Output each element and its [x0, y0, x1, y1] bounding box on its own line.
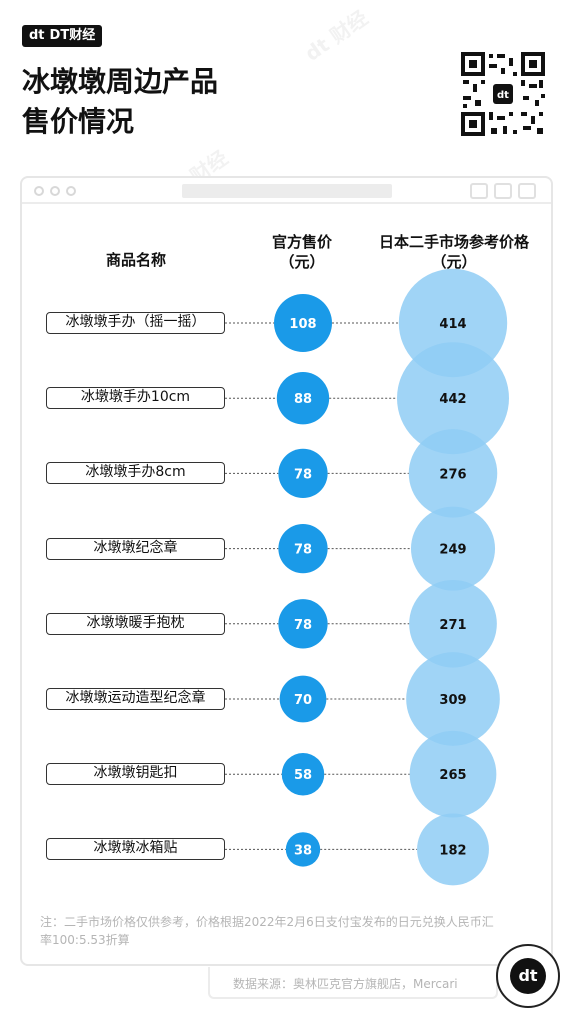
badge-mark: dt	[510, 958, 546, 994]
official-price-bubble	[278, 448, 328, 499]
official-price-series: 108 88 78 78 78 70 58 38	[274, 294, 332, 867]
brand-name: DT财经	[49, 28, 96, 43]
product-name-label: 冰墩墩钥匙扣	[46, 763, 225, 786]
official-price-bubble	[285, 832, 321, 867]
official-price-bubble	[278, 599, 328, 649]
header-official: 官方售价 （元）	[252, 232, 352, 272]
japan-price-bubble	[409, 579, 497, 668]
official-price-label: 78	[294, 543, 312, 558]
connector-lines	[225, 322, 418, 850]
japan-price-bubble	[409, 730, 497, 818]
japan-price-label: 414	[439, 317, 466, 332]
japan-price-bubble	[410, 506, 496, 591]
official-price-bubble	[281, 752, 325, 796]
header-japan-line-2: （元）	[431, 253, 477, 271]
product-name-label: 冰墩墩手办（摇一摇）	[46, 312, 225, 334]
japan-price-label: 265	[439, 768, 466, 783]
official-price-bubble	[276, 372, 330, 425]
official-price-bubble	[274, 294, 332, 352]
title-line-2: 售价情况	[22, 105, 135, 138]
product-name-label: 冰墩墩运动造型纪念章	[46, 688, 225, 710]
window-dot-icon	[50, 186, 60, 196]
svg-text:dt: dt	[497, 90, 509, 101]
address-bar	[182, 184, 392, 198]
official-price-label: 38	[294, 843, 312, 858]
japan-price-label: 442	[439, 392, 466, 407]
official-price-label: 78	[294, 467, 312, 482]
page-title: 冰墩墩周边产品 售价情况	[22, 62, 218, 142]
window-control-icon	[518, 183, 536, 199]
brand-logo: dt DT财经	[22, 25, 103, 47]
japan-price-label: 276	[439, 467, 466, 482]
japan-price-bubble	[397, 342, 509, 455]
product-name-label: 冰墩墩冰箱贴	[46, 838, 225, 861]
window-dot-icon	[34, 186, 44, 196]
qr-code-icon: dt	[459, 50, 547, 138]
data-source: 数据来源：奥林匹克官方旗舰店，Mercari	[233, 977, 458, 991]
header-japan-line-1: 日本二手市场参考价格	[378, 233, 529, 251]
window-control-icon	[494, 183, 512, 199]
window-bar	[22, 178, 551, 204]
header-name: 商品名称	[105, 251, 166, 269]
japan-price-label: 249	[439, 543, 466, 558]
japan-price-label: 271	[439, 618, 466, 633]
brand-mark: dt	[29, 28, 45, 43]
japan-price-bubble	[406, 652, 500, 746]
official-price-label: 58	[294, 768, 312, 783]
title-line-1: 冰墩墩周边产品	[22, 65, 219, 98]
japan-price-bubble	[417, 813, 489, 886]
official-price-bubble	[278, 523, 328, 574]
window-control-icon	[470, 183, 488, 199]
official-price-label: 78	[294, 618, 312, 633]
product-name-label: 冰墩墩纪念章	[46, 537, 225, 560]
window-dot-icon	[66, 186, 76, 196]
footnote: 注：二手市场价格仅供参考，价格根据2022年2月6日支付宝发布的日元兑换人民币汇…	[40, 915, 494, 947]
header-japan: 日本二手市场参考价格 （元）	[362, 232, 546, 272]
official-price-label: 88	[294, 392, 312, 407]
official-price-label: 70	[294, 693, 312, 708]
japan-price-label: 309	[439, 693, 466, 708]
official-price-label: 108	[289, 317, 316, 332]
header-official-line-1: 官方售价	[271, 233, 332, 251]
official-price-bubble	[279, 675, 327, 723]
product-name-label: 冰墩墩手办10cm	[46, 387, 225, 410]
japan-price-series: 414 442 276 249 271 309 265 182	[397, 268, 509, 886]
dt-logo-icon: dt	[496, 944, 560, 1008]
japan-price-label: 182	[439, 843, 466, 858]
header-official-line-2: （元）	[279, 253, 325, 271]
product-name-label: 冰墩墩暖手抱枕	[46, 612, 225, 635]
product-name-label: 冰墩墩手办8cm	[46, 462, 225, 485]
japan-price-bubble	[408, 429, 498, 518]
